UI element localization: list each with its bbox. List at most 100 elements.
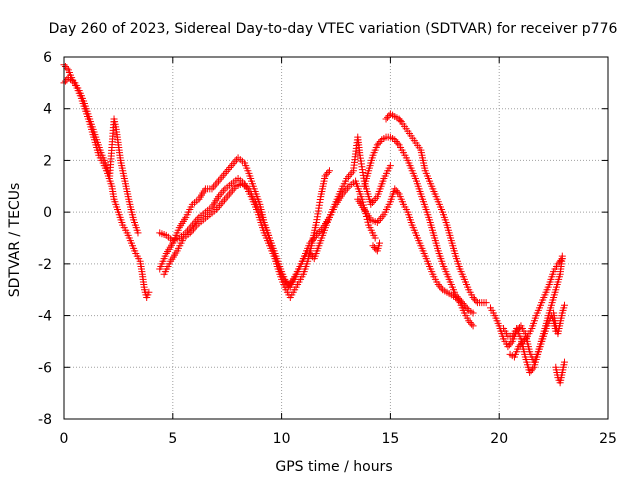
data-point (560, 358, 568, 366)
x-axis-label: GPS time / hours (275, 459, 392, 475)
data-point (376, 137, 384, 145)
data-point (391, 136, 399, 144)
data-point (145, 288, 153, 296)
data-point (377, 215, 385, 223)
x-tick-label: 25 (599, 431, 617, 447)
data-point (382, 115, 390, 123)
data-point (224, 192, 232, 200)
data-point (462, 303, 470, 311)
data-point (316, 228, 324, 236)
data-point (227, 188, 235, 196)
data-point (515, 343, 523, 351)
data-point (469, 309, 477, 317)
data-point (134, 229, 142, 237)
data-point (323, 170, 331, 178)
data-point (471, 295, 479, 303)
data-point (370, 243, 378, 251)
x-tick-label: 10 (273, 431, 291, 447)
data-point (457, 298, 465, 306)
data-point (472, 297, 480, 305)
data-point (371, 234, 379, 242)
data-point (228, 162, 236, 170)
data-point (346, 171, 354, 179)
axis-ticks (63, 56, 609, 420)
data-point (469, 322, 477, 330)
data-point (213, 179, 221, 187)
y-tick-label: 4 (43, 102, 52, 118)
data-point (211, 181, 219, 189)
data-point (529, 365, 537, 373)
data-point (224, 165, 232, 173)
data-point (325, 167, 333, 175)
data-point (394, 139, 402, 147)
data-point (436, 282, 444, 290)
data-point (61, 77, 69, 85)
data-point (452, 291, 460, 299)
data-point (376, 239, 384, 247)
data-point (516, 324, 524, 332)
data-point (225, 190, 233, 198)
data-point (482, 299, 490, 307)
data-point (453, 293, 461, 301)
data-point (218, 189, 226, 197)
y-tick-label: 6 (43, 50, 52, 66)
data-point (386, 162, 394, 170)
data-point (518, 339, 526, 347)
data-point (437, 284, 445, 292)
y-tick-label: -8 (38, 412, 52, 428)
data-point (554, 260, 562, 268)
data-point (456, 296, 464, 304)
data-point (223, 167, 231, 175)
data-point (217, 200, 225, 208)
data-point (222, 194, 230, 202)
data-point (392, 187, 400, 195)
data-point (229, 160, 237, 168)
data-point (557, 256, 565, 264)
y-axis-label: SDTVAR / TECUs (7, 183, 23, 298)
data-point (522, 334, 530, 342)
plot-frame (63, 56, 609, 420)
data-point (555, 258, 563, 266)
y-tick-label: 0 (43, 205, 52, 221)
data-point (526, 368, 534, 376)
data-point (455, 294, 463, 302)
data-point (396, 116, 404, 124)
data-point (324, 168, 332, 176)
x-tick-label: 15 (381, 431, 399, 447)
data-point (460, 301, 468, 309)
data-point (527, 367, 535, 375)
x-tick-label: 0 (60, 431, 69, 447)
data-point (521, 336, 529, 344)
data-point (558, 255, 566, 263)
x-tick-label: 5 (168, 431, 177, 447)
data-point (375, 217, 383, 225)
data-point (219, 171, 227, 179)
data-point (468, 320, 476, 328)
y-tick-label: -4 (38, 309, 52, 325)
data-point (220, 196, 228, 204)
data-point (516, 341, 524, 349)
data-point (61, 62, 69, 70)
data-point (370, 197, 378, 205)
data-point (373, 141, 381, 149)
data-point (519, 337, 527, 345)
data-point (392, 137, 400, 145)
grid-lines (64, 57, 608, 419)
data-points (60, 61, 568, 387)
data-point (466, 318, 474, 326)
data-point (221, 169, 229, 177)
data-point (219, 187, 227, 195)
data-point (507, 339, 515, 347)
data-point (63, 64, 71, 72)
y-tick-label: 2 (43, 153, 52, 169)
data-point (560, 301, 568, 309)
data-point (210, 183, 218, 191)
data-point (309, 235, 317, 243)
data-point (219, 198, 227, 206)
data-point (394, 188, 402, 196)
data-point (375, 139, 383, 147)
data-point (469, 293, 477, 301)
y-tick-label: -6 (38, 360, 52, 376)
tick-labels: 0 5 10 15 20 25 -8 -6 -4 -2 0 2 4 6 (38, 50, 617, 447)
